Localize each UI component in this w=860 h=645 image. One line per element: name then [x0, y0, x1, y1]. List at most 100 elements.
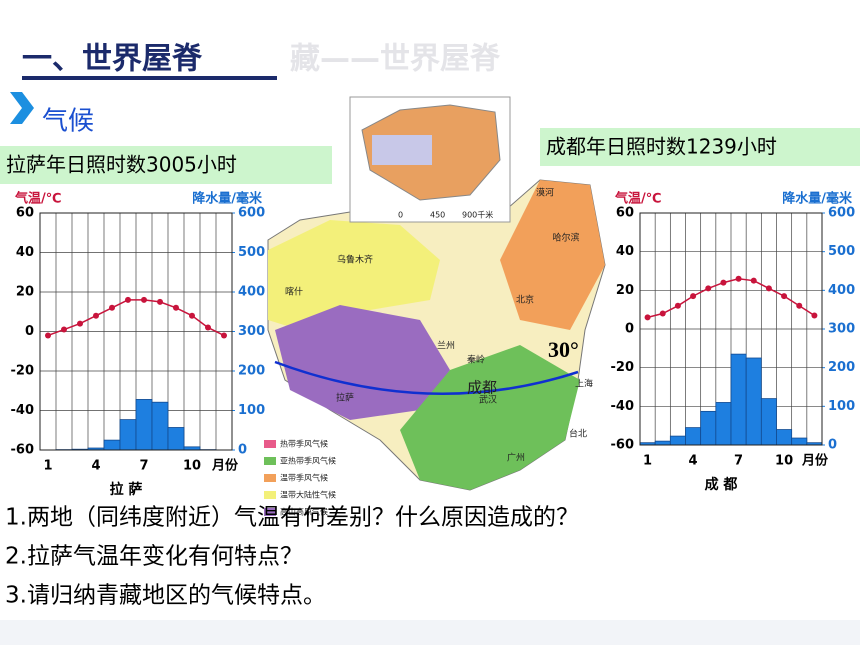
map-city: 哈尔滨 [552, 232, 579, 244]
sunshine-text: 拉萨年日照时数3005小时 [6, 153, 237, 177]
map-zone [400, 345, 580, 490]
y2-tick-label: 500 [828, 244, 855, 259]
y-tick-label: 0 [625, 322, 634, 337]
temperature-point [77, 320, 83, 327]
question: 2.拉萨气温年变化有何特点？ [5, 544, 303, 570]
chart-caption: 成 都 [705, 476, 738, 493]
bar [745, 357, 762, 446]
temperature-point [750, 277, 757, 284]
bar [685, 427, 702, 446]
chevron [10, 92, 34, 124]
map-city: 乌鲁木齐 [337, 254, 373, 266]
y-tick-label: -20 [611, 360, 635, 375]
temperature-point [109, 304, 115, 311]
x-tick-label: 1 [643, 454, 652, 469]
temperature-point [674, 302, 681, 309]
bar [654, 440, 671, 446]
legend-label: 温带季风气候 [280, 473, 328, 483]
inset-zone [372, 135, 432, 165]
legend-swatch [264, 508, 276, 516]
y-axis-label: 气温/℃ [615, 191, 662, 207]
latitude-line [274, 360, 579, 395]
subtitle: 气候 [42, 107, 94, 137]
map-city: 漠河 [536, 187, 554, 199]
y-tick-label: 0 [25, 324, 34, 339]
x-tick-label: 1 [43, 459, 52, 474]
x-tick-label: 10 [183, 459, 201, 474]
y-axis-label: 气温/℃ [15, 191, 62, 207]
temperature-point [659, 310, 666, 317]
bar [791, 437, 808, 446]
y-tick-label: 40 [616, 244, 634, 259]
temperature-point [690, 293, 697, 300]
map-city: 台北 [569, 428, 587, 440]
legend-label: 亚热带季风气候 [280, 456, 336, 466]
temperature-point [221, 332, 227, 339]
plot-frame [639, 212, 823, 446]
chart-caption: 拉 萨 [110, 481, 143, 498]
y2-tick-label: 600 [828, 206, 855, 221]
latitude-label: 30° [548, 337, 579, 362]
bar [167, 427, 185, 451]
bar [760, 398, 777, 446]
y-tick-label: 60 [16, 206, 34, 221]
y2-tick-label: 600 [238, 206, 265, 221]
y2-axis-label: 降水量/毫米 [192, 191, 263, 207]
plot-frame [39, 212, 233, 451]
temperature-point [157, 298, 163, 305]
map-zone [268, 220, 440, 330]
y2-tick-label: 100 [828, 399, 855, 414]
y2-tick-label: 300 [238, 324, 265, 339]
y-tick-label: -60 [11, 443, 35, 458]
map-city: 喀什 [285, 286, 303, 298]
bar [103, 439, 121, 451]
y2-tick-label: 500 [238, 245, 265, 260]
y2-axis-label: 降水量/毫米 [782, 191, 853, 207]
sunshine-box [0, 146, 332, 184]
temperature-point [93, 312, 99, 319]
map-city: 拉萨 [336, 392, 354, 404]
scale-label: 450 [430, 211, 445, 220]
temperature-point [765, 285, 772, 292]
temperature-point [45, 332, 51, 339]
map-city: 成都 [467, 379, 497, 397]
y2-tick-label: 200 [828, 360, 855, 375]
footer-band [0, 620, 860, 645]
bar [730, 353, 747, 446]
legend-swatch [264, 457, 276, 465]
y-tick-label: 60 [616, 206, 634, 221]
bar [135, 399, 153, 451]
y2-tick-label: 400 [828, 283, 855, 298]
x-tick-label: 7 [734, 454, 743, 469]
temperature-point [811, 312, 818, 319]
bar [119, 419, 137, 451]
map-city: 兰州 [437, 340, 455, 352]
temperature-point [189, 312, 195, 319]
temperature-point [141, 296, 147, 303]
x-tick-label: 10 [775, 454, 793, 469]
x-tick-label: 7 [139, 459, 148, 474]
temperature-point [720, 279, 727, 286]
y-tick-label: 20 [16, 285, 34, 300]
temperature-point [125, 296, 131, 303]
legend-swatch [264, 474, 276, 482]
bar [776, 429, 793, 446]
y-tick-label: -40 [611, 399, 635, 414]
map-city: 上海 [575, 378, 593, 390]
legend-label: 高山高原气候 [280, 507, 328, 517]
map [264, 96, 606, 516]
y2-tick-label: 0 [828, 438, 837, 453]
y-tick-label: 40 [16, 245, 34, 260]
temperature-point [796, 302, 803, 309]
y2-tick-label: 400 [238, 285, 265, 300]
bar [151, 401, 169, 451]
title-underline [22, 76, 277, 80]
map-zone [500, 180, 605, 330]
ghost-title: 藏——世界屋脊 [290, 42, 501, 77]
legend-label: 温带大陆性气候 [280, 490, 336, 500]
map-city: 北京 [516, 294, 534, 306]
y-tick-label: -60 [611, 438, 635, 453]
temperature-point [205, 324, 211, 331]
x-tick-label: 4 [689, 454, 698, 469]
